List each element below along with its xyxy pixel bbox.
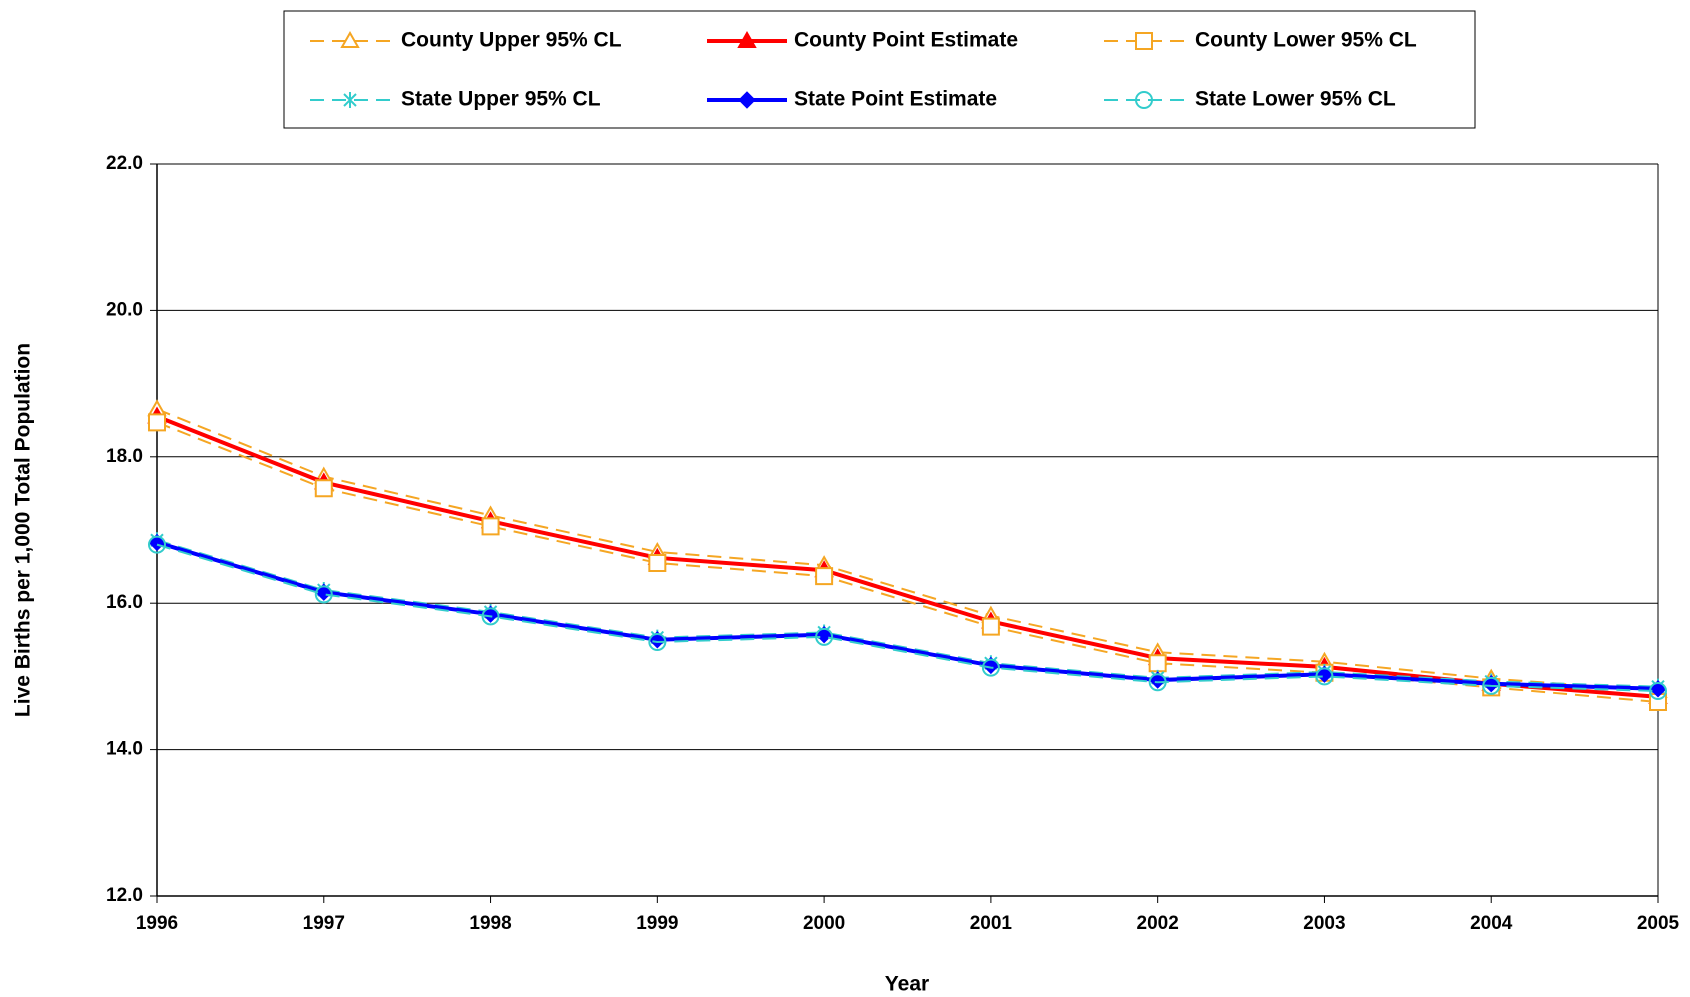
x-axis-label: Year bbox=[885, 973, 929, 996]
data-point bbox=[815, 627, 834, 646]
legend-label: State Upper 95% CL bbox=[401, 88, 601, 111]
data-point bbox=[648, 633, 667, 651]
data-point bbox=[1482, 676, 1501, 695]
series-line bbox=[156, 408, 1659, 693]
x-tick-label: 2004 bbox=[1470, 913, 1513, 934]
data-point bbox=[1648, 682, 1668, 700]
legend-marker bbox=[737, 30, 757, 48]
legend-label: County Point Estimate bbox=[794, 29, 1018, 52]
legend-box bbox=[283, 10, 1476, 129]
data-point bbox=[981, 617, 1000, 636]
data-point bbox=[481, 607, 500, 626]
x-tick-label: 2002 bbox=[1137, 913, 1179, 934]
legend-marker bbox=[1135, 32, 1153, 50]
data-point bbox=[648, 553, 667, 572]
y-axis-label: Live Births per 1,000 Total Population bbox=[12, 343, 35, 717]
series-line bbox=[156, 540, 1659, 691]
x-tick-label: 2003 bbox=[1303, 913, 1345, 934]
legend-label: State Lower 95% CL bbox=[1195, 88, 1396, 111]
data-point bbox=[981, 658, 1000, 677]
series-line bbox=[156, 539, 1659, 688]
plot-area bbox=[157, 164, 1658, 896]
y-tick-label: 18.0 bbox=[106, 446, 143, 467]
y-tick-label: 22.0 bbox=[106, 153, 143, 174]
x-tick-label: 2005 bbox=[1637, 913, 1680, 934]
y-tick-label: 12.0 bbox=[106, 885, 143, 906]
data-point bbox=[148, 413, 166, 432]
data-point bbox=[481, 517, 500, 536]
data-point bbox=[815, 567, 834, 586]
x-tick-label: 1997 bbox=[303, 913, 345, 934]
data-point bbox=[314, 479, 333, 498]
legend-label: County Lower 95% CL bbox=[1195, 29, 1417, 52]
x-tick-label: 1998 bbox=[469, 913, 511, 934]
x-tick-label: 1996 bbox=[136, 913, 178, 934]
x-tick-label: 1999 bbox=[636, 913, 678, 934]
series-line bbox=[156, 414, 1659, 699]
data-point bbox=[1315, 667, 1334, 686]
legend-marker bbox=[1134, 91, 1154, 109]
legend-label: State Point Estimate bbox=[794, 88, 997, 111]
y-tick-label: 20.0 bbox=[106, 299, 143, 320]
legend-marker bbox=[738, 91, 756, 109]
series-line bbox=[156, 543, 1659, 693]
legend-marker bbox=[343, 92, 357, 108]
y-tick-label: 14.0 bbox=[106, 739, 143, 760]
x-tick-label: 2001 bbox=[970, 913, 1013, 934]
legend-marker bbox=[340, 30, 360, 48]
y-tick-label: 16.0 bbox=[106, 592, 143, 613]
data-point bbox=[314, 585, 333, 604]
data-point bbox=[1148, 654, 1167, 673]
legend-label: County Upper 95% CL bbox=[401, 29, 622, 52]
x-tick-label: 2000 bbox=[803, 913, 845, 934]
data-point bbox=[1148, 673, 1167, 692]
data-point bbox=[147, 535, 167, 554]
